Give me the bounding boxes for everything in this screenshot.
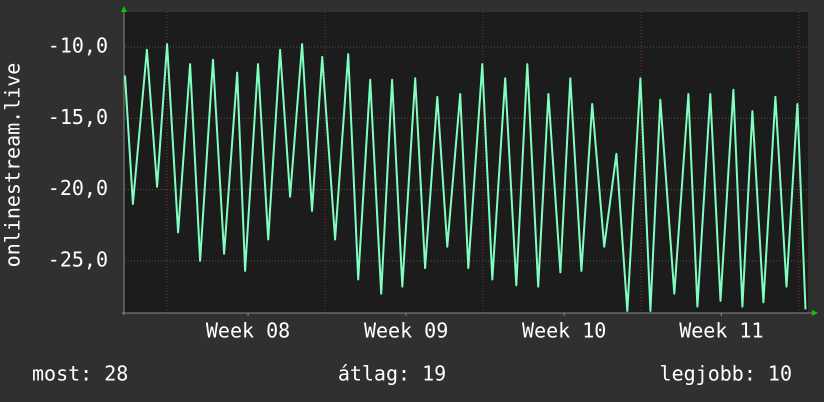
x-tick-label: Week 10 bbox=[522, 319, 606, 343]
x-arrow bbox=[812, 310, 818, 316]
footer-current: most: 28 bbox=[32, 362, 128, 386]
footer-average: átlag: 19 bbox=[338, 362, 446, 386]
y-tick-label: -10,0 bbox=[48, 33, 108, 57]
x-tick-label: Week 11 bbox=[679, 319, 763, 343]
x-tick-label: Week 09 bbox=[364, 319, 448, 343]
footer-best: legjobb: 10 bbox=[660, 362, 792, 386]
y-axis-label: onlinestream.live bbox=[1, 63, 25, 268]
y-tick-label: -15,0 bbox=[48, 105, 108, 129]
series-line bbox=[124, 43, 807, 312]
y-arrow bbox=[121, 6, 127, 12]
x-tick-label: Week 08 bbox=[206, 319, 290, 343]
y-tick-label: -20,0 bbox=[48, 176, 108, 200]
y-tick-label: -25,0 bbox=[48, 247, 108, 271]
plot-area bbox=[124, 12, 808, 313]
